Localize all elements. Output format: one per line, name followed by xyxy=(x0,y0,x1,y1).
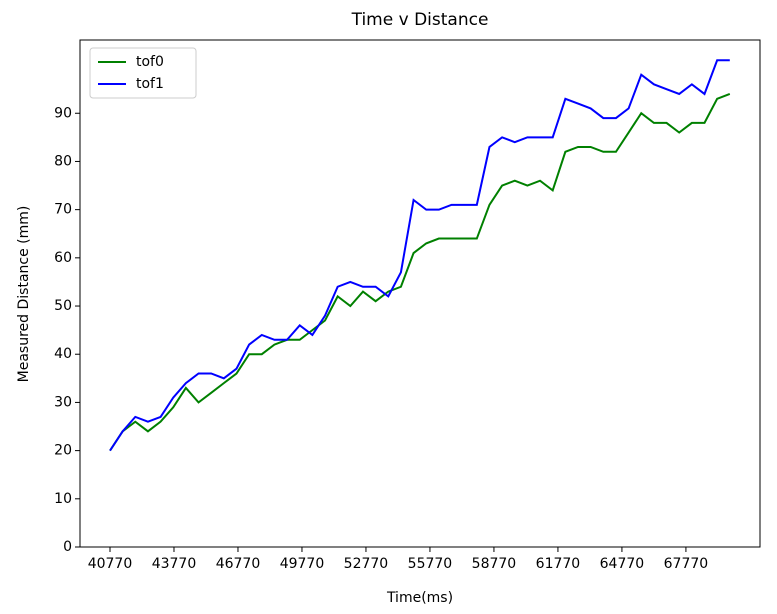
x-tick-label: 64770 xyxy=(600,556,645,572)
y-tick-label: 80 xyxy=(54,153,72,169)
legend-label: tof1 xyxy=(136,76,164,92)
legend-label: tof0 xyxy=(136,54,164,70)
y-tick-label: 70 xyxy=(54,202,72,218)
x-tick-label: 55770 xyxy=(408,556,453,572)
x-tick-label: 58770 xyxy=(472,556,517,572)
y-tick-label: 50 xyxy=(54,298,72,314)
x-axis-label: Time(ms) xyxy=(386,590,453,606)
x-tick-label: 67770 xyxy=(664,556,709,572)
x-tick-label: 61770 xyxy=(536,556,581,572)
x-tick-label: 49770 xyxy=(280,556,325,572)
data-line xyxy=(109,93,731,452)
x-tick-label: 46770 xyxy=(216,556,261,572)
x-tick-label: 52770 xyxy=(344,556,389,572)
y-tick-label: 90 xyxy=(54,105,72,121)
y-tick-label: 40 xyxy=(54,346,72,362)
y-tick-label: 60 xyxy=(54,250,72,266)
chart-title: Time v Distance xyxy=(351,10,489,30)
y-tick-label: 0 xyxy=(63,539,72,555)
x-tick-label: 43770 xyxy=(152,556,197,572)
plot-frame xyxy=(79,39,761,548)
y-tick-label: 10 xyxy=(54,491,72,507)
y-tick-label: 30 xyxy=(54,394,72,410)
y-tick-label: 20 xyxy=(54,443,72,459)
data-line xyxy=(109,59,730,452)
y-axis-label: Measured Distance (mm) xyxy=(16,206,32,383)
x-tick-label: 40770 xyxy=(88,556,133,572)
legend-box xyxy=(89,47,197,99)
